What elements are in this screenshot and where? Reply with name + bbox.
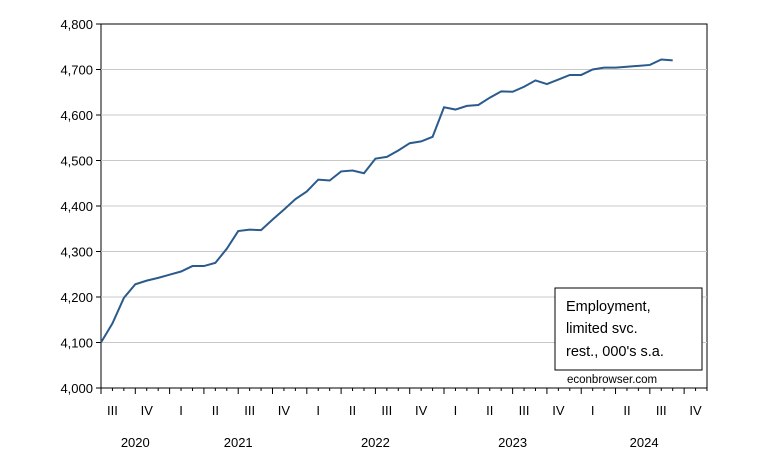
y-tick-label: 4,500: [60, 154, 93, 169]
y-tick-label: 4,200: [60, 290, 93, 305]
y-tick-label: 4,600: [60, 108, 93, 123]
x-quarter-label: III: [107, 403, 118, 418]
x-quarter-label: IV: [415, 403, 428, 418]
x-quarter-label: II: [349, 403, 356, 418]
x-quarter-label: IV: [552, 403, 565, 418]
y-tick-label: 4,800: [60, 17, 93, 32]
x-quarter-label: I: [454, 403, 458, 418]
x-quarter-label: III: [519, 403, 530, 418]
y-tick-label: 4,700: [60, 63, 93, 78]
y-tick-label: 4,100: [60, 336, 93, 351]
legend-box: Employment, limited svc. rest., 000's s.…: [554, 287, 703, 371]
x-quarter-label: II: [623, 403, 630, 418]
x-year-label: 2021: [224, 435, 253, 450]
x-quarter-label: II: [212, 403, 219, 418]
x-quarter-label: IV: [141, 403, 154, 418]
x-year-label: 2020: [121, 435, 150, 450]
y-axis: 4,000 4,100 4,200 4,300 4,400 4,500 4,600 4,700…: [60, 17, 101, 396]
x-quarter-label: I: [591, 403, 595, 418]
legend-line-2: limited svc.: [566, 321, 638, 337]
x-year-label: 2022: [361, 435, 390, 450]
x-quarter-label: III: [656, 403, 667, 418]
x-quarter-label: III: [381, 403, 392, 418]
x-axis: III IV I II III IV I II III IV I II III IV I II III IV202…: [100, 388, 708, 450]
y-tick-label: 4,000: [60, 381, 93, 396]
legend-line-3: rest., 000's s.a.: [566, 344, 664, 360]
legend-line-1: Employment,: [566, 299, 651, 315]
x-quarter-label: III: [244, 403, 255, 418]
x-year-label: 2023: [498, 435, 527, 450]
x-quarter-label: IV: [278, 403, 291, 418]
y-tick-label: 4,300: [60, 245, 93, 260]
x-quarter-label: I: [179, 403, 183, 418]
x-quarter-label: II: [486, 403, 493, 418]
x-year-label: 2024: [630, 435, 659, 450]
x-quarter-label: I: [316, 403, 320, 418]
watermark: econbrowser.com: [567, 374, 657, 386]
x-quarter-label: IV: [689, 403, 702, 418]
series-line: [100, 58, 673, 344]
y-tick-label: 4,400: [60, 199, 93, 214]
